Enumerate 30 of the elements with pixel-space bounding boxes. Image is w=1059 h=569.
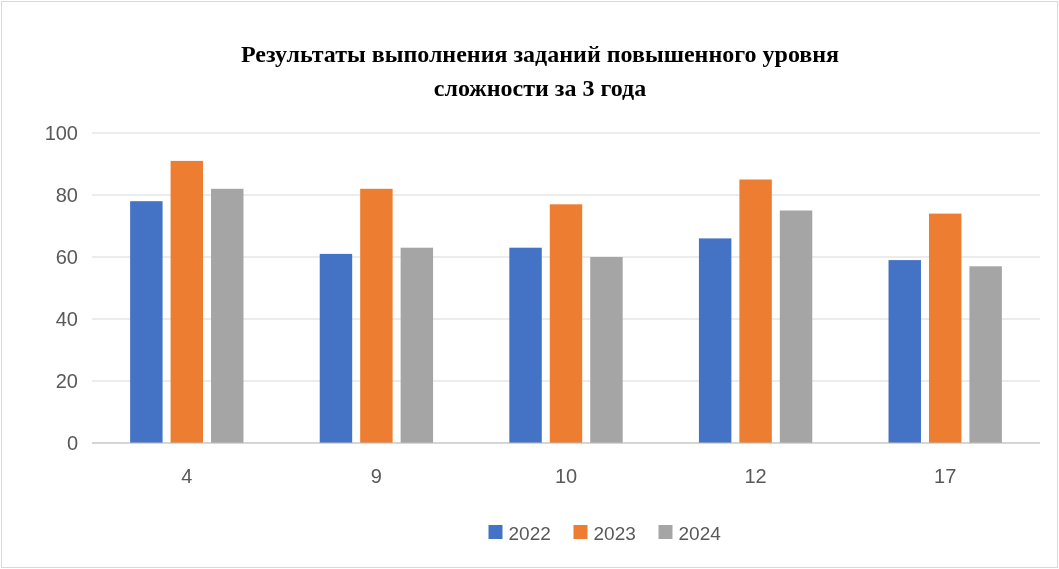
bar: [888, 260, 921, 443]
bar: [360, 188, 393, 443]
legend-label: 2022: [508, 522, 551, 544]
bar: [969, 266, 1002, 443]
legend-label: 2024: [678, 522, 722, 544]
bar: [211, 188, 244, 443]
bar: [779, 210, 813, 443]
legend-label: 2023: [593, 522, 636, 544]
bar: [739, 179, 772, 443]
bar: [319, 253, 353, 443]
bar: [130, 201, 163, 443]
x-tick-label: 9: [370, 465, 382, 487]
bar: [509, 247, 542, 443]
y-tick-label: 60: [55, 246, 78, 268]
bar: [400, 247, 434, 443]
x-tick-label: 10: [554, 465, 578, 487]
x-tick-label: 17: [934, 465, 957, 487]
x-tick-label: 12: [744, 465, 767, 487]
bar: [928, 213, 962, 443]
x-tick-label: 4: [181, 465, 193, 487]
bar: [698, 238, 732, 443]
y-tick-label: 100: [44, 122, 78, 144]
bar: [549, 204, 583, 443]
bar: [590, 257, 623, 443]
y-tick-label: 0: [66, 432, 78, 454]
y-tick-label: 20: [55, 370, 78, 392]
bar: [170, 160, 204, 443]
y-tick-label: 40: [55, 308, 78, 330]
y-tick-label: 80: [55, 184, 78, 206]
chart-title: Результаты выполнения заданий повышенного уровня сложности за 3 года: [240, 41, 840, 101]
